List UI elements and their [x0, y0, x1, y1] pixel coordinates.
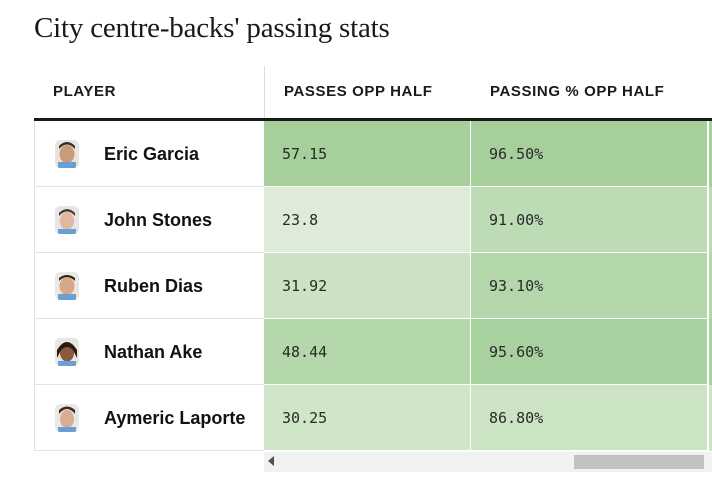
passes-opp-half-cell: 30.25	[264, 385, 471, 451]
player-name: Nathan Ake	[104, 342, 203, 362]
horizontal-scrollbar[interactable]	[264, 452, 712, 472]
next-column-edge	[709, 253, 712, 319]
player-name: Eric Garcia	[104, 144, 200, 164]
passes-opp-half-cell: 57.15	[264, 121, 471, 187]
table-row: John Stones 23.8 91.00%	[34, 187, 712, 253]
passes-opp-half-cell: 31.92	[264, 253, 471, 319]
next-column-edge	[709, 385, 712, 451]
page-title: City centre-backs' passing stats	[34, 12, 390, 44]
stats-table: PLAYER PASSES OPP HALF PASSING % OPP HAL…	[34, 66, 712, 452]
player-cell: Nathan Ake	[34, 319, 264, 385]
table-row: Eric Garcia 57.15 96.50%	[34, 121, 712, 187]
passing-pct-cell: 91.00%	[471, 187, 708, 253]
player-cell: John Stones	[34, 187, 264, 253]
passing-pct-cell: 86.80%	[471, 385, 708, 451]
table-row: Nathan Ake 48.44 95.60%	[34, 319, 712, 385]
header-player[interactable]: PLAYER	[53, 83, 117, 100]
caret-left-icon[interactable]	[268, 456, 274, 466]
passes-opp-half-cell: 23.8	[264, 187, 471, 253]
passing-pct-cell: 93.10%	[471, 253, 708, 319]
header-passing-pct-opp-half[interactable]: PASSING % OPP HALF	[490, 83, 665, 100]
next-column-edge	[709, 121, 712, 187]
avatar	[55, 404, 79, 432]
player-cell: Aymeric Laporte	[34, 385, 264, 451]
table-row: Ruben Dias 31.92 93.10%	[34, 253, 712, 319]
table-row: Aymeric Laporte 30.25 86.80%	[34, 385, 712, 451]
next-column-edge	[709, 187, 712, 253]
avatar	[55, 140, 79, 168]
passes-opp-half-cell: 48.44	[264, 319, 471, 385]
header-passes-opp-half[interactable]: PASSES OPP HALF	[264, 66, 471, 118]
player-name: Aymeric Laporte	[104, 408, 246, 428]
player-cell: Ruben Dias	[34, 253, 264, 319]
player-name: John Stones	[104, 210, 213, 230]
avatar	[55, 272, 79, 300]
next-column-edge	[709, 319, 712, 385]
table-header: PLAYER PASSES OPP HALF PASSING % OPP HAL…	[34, 66, 712, 121]
player-name: Ruben Dias	[104, 276, 204, 296]
avatar	[55, 206, 79, 234]
scrollbar-thumb[interactable]	[574, 455, 704, 469]
player-cell: Eric Garcia	[34, 121, 264, 187]
avatar	[55, 338, 79, 366]
passing-pct-cell: 96.50%	[471, 121, 708, 187]
passing-pct-cell: 95.60%	[471, 319, 708, 385]
